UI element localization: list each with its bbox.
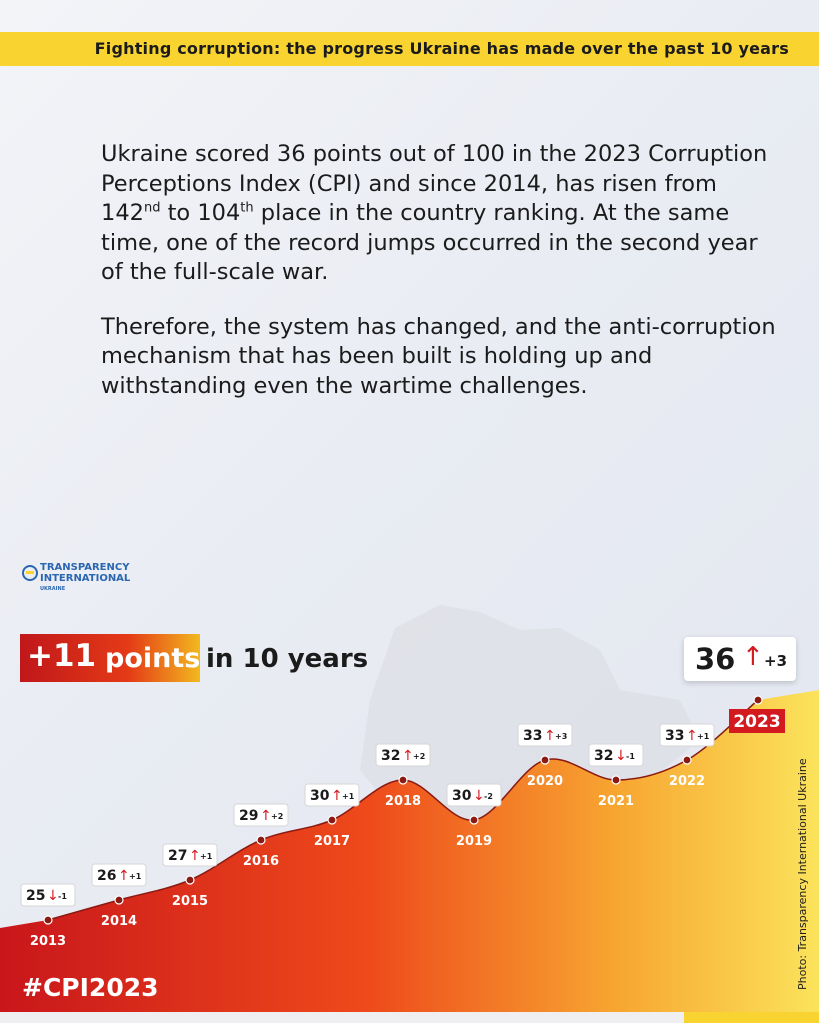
delta-label-2016: +2 bbox=[271, 812, 283, 821]
value-callout-2017 bbox=[304, 783, 360, 807]
value-callout-2015 bbox=[162, 843, 218, 867]
delta-label-2014: +1 bbox=[129, 872, 142, 881]
value-label-2014: 26 bbox=[97, 868, 116, 884]
value-callout-2022 bbox=[659, 723, 715, 747]
up-arrow-icon: ↑ bbox=[118, 868, 130, 884]
year-label-2013: 2013 bbox=[30, 934, 66, 949]
year-label-2019: 2019 bbox=[456, 834, 492, 849]
value-callout-2014 bbox=[91, 863, 147, 887]
ti-emblem-icon bbox=[22, 565, 38, 581]
intro-paragraph-2: Therefore, the system has changed, and t… bbox=[101, 313, 776, 399]
data-point-2020 bbox=[540, 755, 550, 765]
up-arrow-icon: ↑ bbox=[260, 808, 272, 824]
logo-text: TRANSPARENCY INTERNATIONAL UKRAINE bbox=[40, 562, 131, 592]
value-label-2021: 32 bbox=[594, 748, 613, 764]
down-arrow-icon: ↓ bbox=[473, 788, 485, 804]
up-arrow-icon: ↑ bbox=[189, 848, 201, 864]
value-label-2020: 33 bbox=[523, 728, 542, 744]
up-arrow-icon: ↑ bbox=[331, 788, 343, 804]
hashtag: #CPI2023 bbox=[22, 973, 159, 1002]
headline-rest: in 10 years bbox=[206, 644, 369, 674]
data-point-2017 bbox=[327, 815, 337, 825]
intro-paragraph-1: Ukraine scored 36 points out of 100 in t… bbox=[101, 141, 768, 285]
year-tag-2023 bbox=[729, 709, 785, 733]
data-point-2013 bbox=[43, 915, 53, 925]
delta-label-2015: +1 bbox=[200, 852, 213, 861]
value-callout-2021 bbox=[588, 743, 644, 767]
final-score-delta: +3 bbox=[764, 652, 788, 670]
year-label-2020: 2020 bbox=[527, 774, 563, 789]
value-label-2022: 33 bbox=[665, 728, 684, 744]
value-label-2018: 32 bbox=[381, 748, 400, 764]
data-point-2021 bbox=[611, 775, 621, 785]
data-point-2019 bbox=[469, 815, 479, 825]
value-label-2015: 27 bbox=[168, 848, 187, 864]
value-label-2016: 29 bbox=[239, 808, 258, 824]
year-label-2021: 2021 bbox=[598, 794, 634, 809]
year-label-2022: 2022 bbox=[669, 774, 705, 789]
value-callout-2018 bbox=[375, 743, 431, 767]
year-label-2014: 2014 bbox=[101, 914, 137, 929]
up-arrow-icon: ↑ bbox=[402, 748, 414, 764]
photo-credit: Photo: Transparency International Ukrain… bbox=[796, 758, 809, 990]
year-label-2015: 2015 bbox=[172, 894, 208, 909]
data-point-2016 bbox=[256, 835, 266, 845]
value-callout-2020 bbox=[517, 723, 573, 747]
value-callout-2016 bbox=[233, 803, 289, 827]
up-arrow-icon: ↑ bbox=[686, 728, 698, 744]
delta-label-2019: -2 bbox=[484, 792, 493, 801]
data-point-2014 bbox=[114, 895, 124, 905]
down-arrow-icon: ↓ bbox=[615, 748, 627, 764]
data-point-2015 bbox=[185, 875, 195, 885]
delta-label-2017: +1 bbox=[342, 792, 355, 801]
year-label-2016: 2016 bbox=[243, 854, 279, 869]
year-label-2023: 2023 bbox=[733, 712, 780, 732]
data-point-2023 bbox=[753, 695, 763, 705]
value-label-2019: 30 bbox=[452, 788, 472, 804]
data-point-2018 bbox=[398, 775, 408, 785]
bottom-strip bbox=[0, 1012, 819, 1023]
delta-label-2020: +3 bbox=[555, 732, 567, 741]
up-arrow-icon: ↑ bbox=[742, 642, 764, 672]
delta-label-2022: +1 bbox=[697, 732, 710, 741]
delta-label-2018: +2 bbox=[413, 752, 425, 761]
value-callout-2013 bbox=[20, 883, 76, 907]
data-point-2022 bbox=[682, 755, 692, 765]
headline-highlight bbox=[20, 634, 200, 682]
header-title: Fighting corruption: the progress Ukrain… bbox=[94, 39, 789, 58]
value-label-2013: 25 bbox=[26, 888, 45, 904]
chart-area bbox=[0, 690, 819, 1023]
year-label-2017: 2017 bbox=[314, 834, 350, 849]
bottom-accent bbox=[684, 1012, 819, 1023]
delta-label-2013: -1 bbox=[58, 892, 67, 901]
header-bar: Fighting corruption: the progress Ukrain… bbox=[0, 32, 819, 66]
headline-points: points bbox=[105, 643, 201, 674]
transparency-international-logo: TRANSPARENCY INTERNATIONAL UKRAINE bbox=[22, 560, 162, 594]
delta-label-2021: -1 bbox=[626, 752, 635, 761]
year-label-2018: 2018 bbox=[385, 794, 421, 809]
intro-text: Ukraine scored 36 points out of 100 in t… bbox=[101, 140, 781, 401]
headline-number: +11 bbox=[27, 638, 97, 674]
value-callout-2019 bbox=[446, 783, 502, 807]
value-label-2017: 30 bbox=[310, 788, 330, 804]
final-score-callout: 36 ↑ +3 bbox=[684, 637, 796, 681]
down-arrow-icon: ↓ bbox=[47, 888, 59, 904]
up-arrow-icon: ↑ bbox=[544, 728, 556, 744]
final-score-value: 36 bbox=[695, 642, 736, 676]
